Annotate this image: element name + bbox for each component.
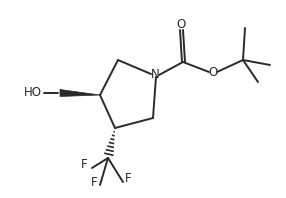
Text: O: O bbox=[176, 18, 186, 31]
Text: F: F bbox=[125, 172, 132, 186]
Text: F: F bbox=[91, 175, 98, 188]
Text: N: N bbox=[151, 69, 159, 82]
Text: HO: HO bbox=[24, 87, 42, 100]
Text: O: O bbox=[208, 66, 218, 78]
Text: F: F bbox=[82, 157, 88, 170]
Polygon shape bbox=[60, 89, 100, 96]
